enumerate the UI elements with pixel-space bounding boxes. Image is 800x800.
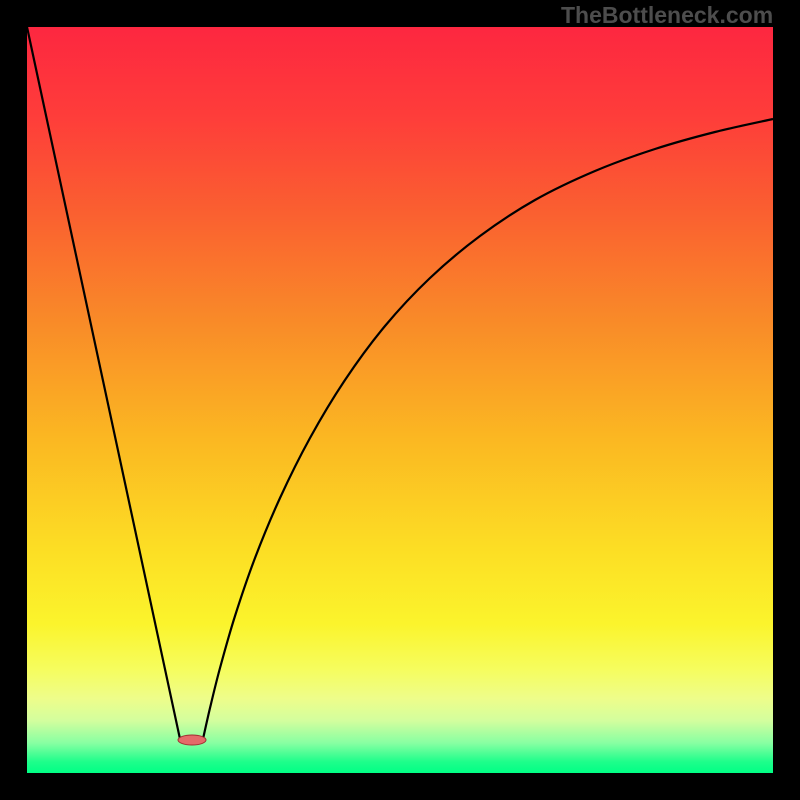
watermark-text: TheBottleneck.com: [561, 2, 773, 29]
curve-layer: [0, 0, 800, 800]
minimum-marker: [178, 735, 206, 745]
curve-left-branch: [27, 27, 180, 739]
curve-right-branch: [203, 119, 773, 739]
figure-frame: TheBottleneck.com: [0, 0, 800, 800]
